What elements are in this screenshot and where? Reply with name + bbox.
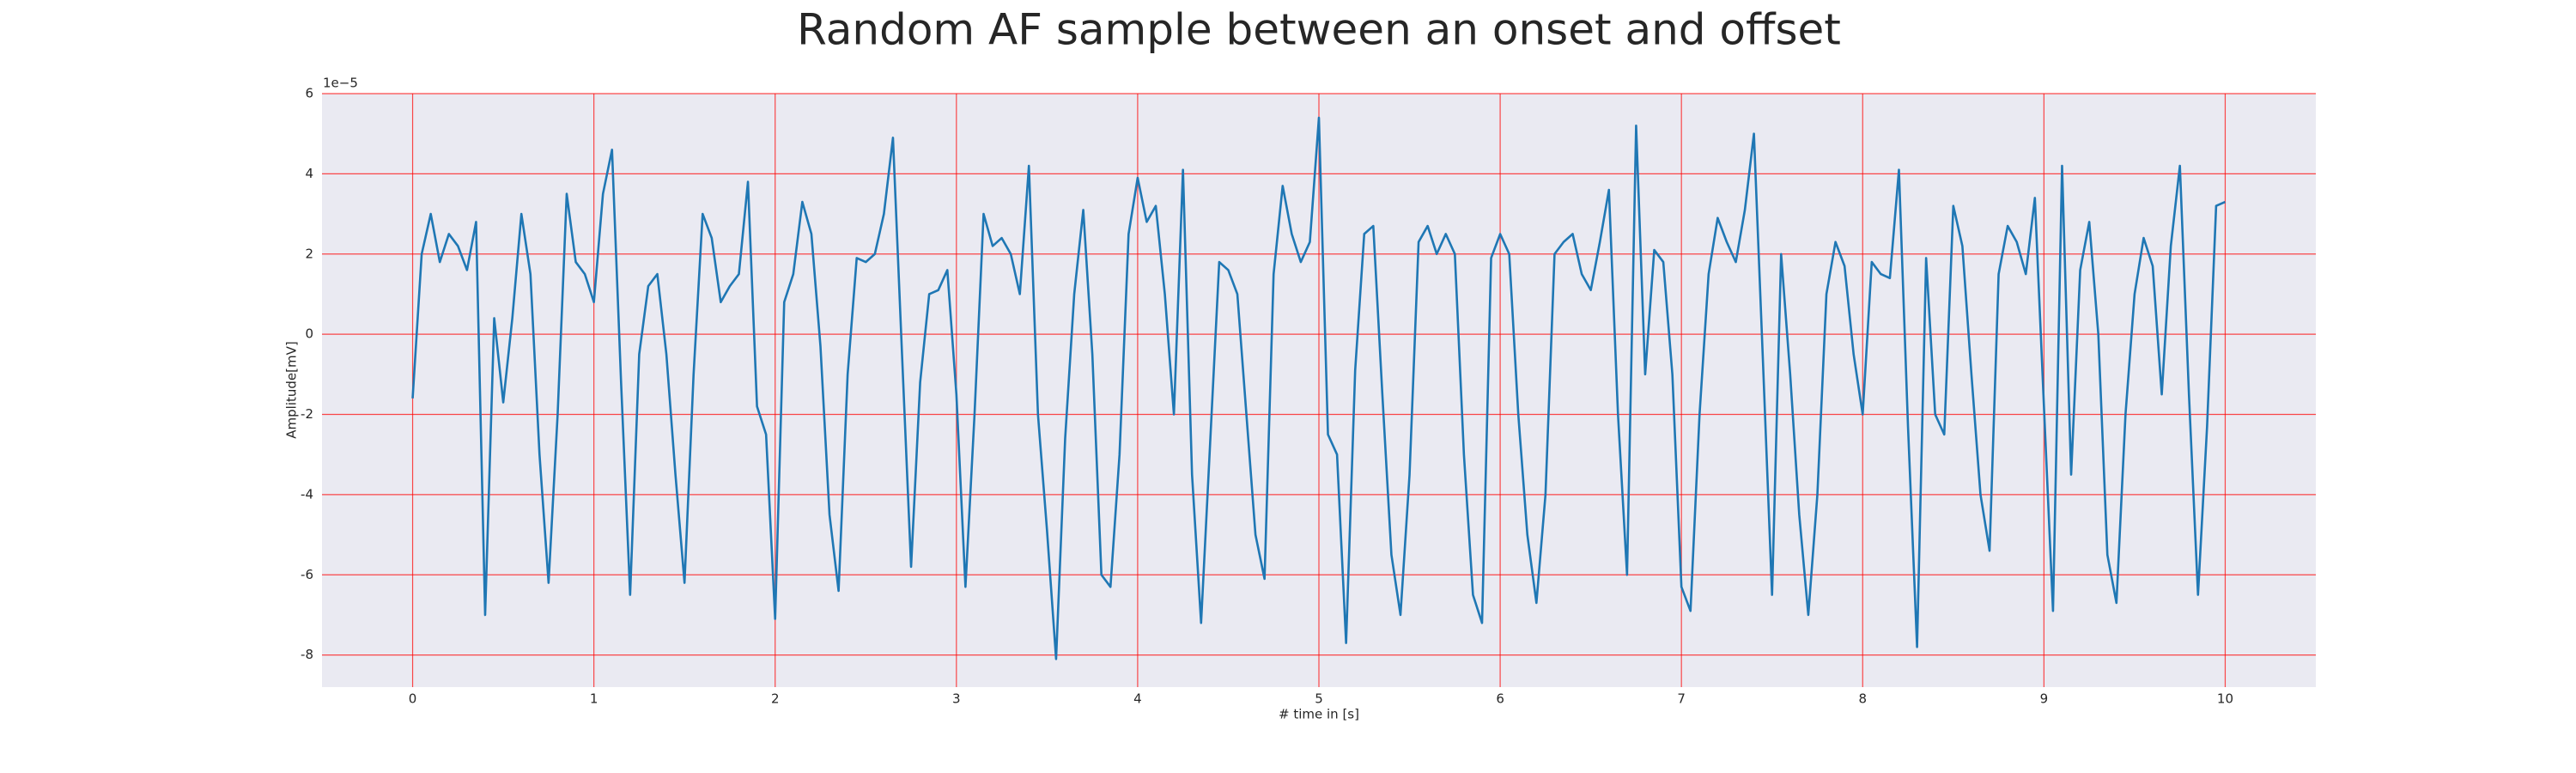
- x-tick-label: 7: [1677, 691, 1686, 707]
- y-tick-label: -8: [301, 647, 313, 662]
- x-axis-label: # time in [s]: [1279, 707, 1359, 722]
- y-tick-label: -6: [301, 567, 313, 582]
- y-tick-label: -4: [301, 486, 313, 502]
- y-tick-label: 0: [305, 326, 313, 342]
- x-tick-label: 6: [1496, 691, 1504, 707]
- y-tick-label: 4: [305, 166, 313, 181]
- y-offset-label: 1e−5: [323, 76, 358, 91]
- x-tick-label: 10: [2217, 691, 2233, 707]
- y-tick-label: 2: [305, 246, 313, 261]
- x-tick-label: 1: [590, 691, 598, 707]
- y-axis-label: Amplitude[mV]: [284, 341, 300, 438]
- x-tick-label: 4: [1133, 691, 1142, 707]
- x-tick-label: 3: [952, 691, 961, 707]
- line-series: [411, 116, 2226, 660]
- x-tick-label: 0: [409, 691, 417, 707]
- y-tick-label: -2: [301, 406, 313, 422]
- x-tick-label: 9: [2040, 691, 2049, 707]
- y-tick-label: 6: [305, 86, 313, 101]
- x-tick-label: 8: [1858, 691, 1867, 707]
- chart-title: Random AF sample between an onset and of…: [797, 5, 1841, 55]
- x-tick-label: 2: [771, 691, 780, 707]
- x-tick-label: 5: [1315, 691, 1323, 707]
